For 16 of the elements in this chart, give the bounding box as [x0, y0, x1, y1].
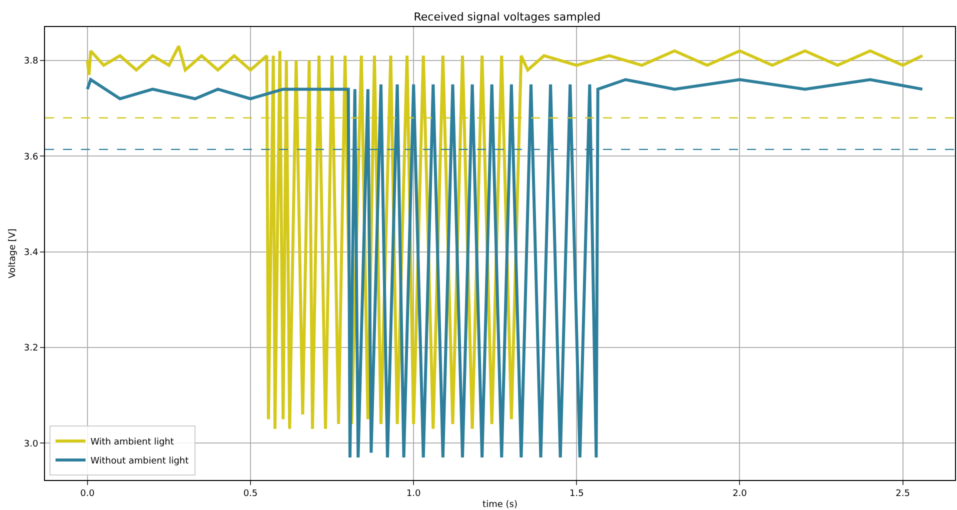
y-tick-label: 3.2: [24, 344, 38, 354]
x-tick-label: 2.0: [732, 488, 748, 499]
x-axis-title: time (s): [482, 500, 518, 510]
y-axis-title: Voltage [V]: [8, 228, 18, 278]
legend-label: Without ambient light: [90, 456, 190, 466]
y-tick-label: 3.8: [24, 56, 38, 67]
chart-title: Received signal voltages sampled: [414, 10, 601, 24]
y-tick-label: 3.6: [24, 152, 38, 162]
y-tick-label: 3.4: [24, 248, 38, 258]
x-tick-label: 1.5: [569, 488, 584, 499]
legend-label: With ambient light: [90, 437, 174, 448]
x-tick-label: 0.0: [80, 488, 95, 499]
x-tick-label: 1.0: [406, 488, 421, 499]
x-tick-label: 0.5: [243, 488, 258, 499]
y-tick-label: 3.0: [24, 439, 38, 450]
x-tick-label: 2.5: [896, 488, 910, 499]
